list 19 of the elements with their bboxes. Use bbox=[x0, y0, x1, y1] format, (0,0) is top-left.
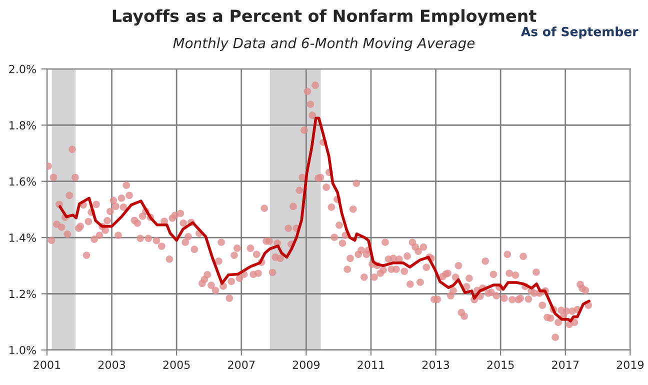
chart-subtitle: Monthly Data and 6-Month Moving Average bbox=[173, 38, 475, 51]
x-tick-label: 2005 bbox=[163, 360, 190, 369]
text: As of September bbox=[521, 26, 638, 39]
x-tick-label: 2011 bbox=[358, 360, 384, 369]
y-tick-label: 1.0% bbox=[10, 346, 36, 354]
x-tick-label: 2007 bbox=[228, 360, 255, 369]
y-tick-label: 1.8% bbox=[10, 121, 36, 130]
x-tick-label: 2019 bbox=[616, 360, 644, 369]
chart-title: Layoffs as a Percent of Nonfarm Employment bbox=[112, 9, 536, 26]
x-tick-label: 2003 bbox=[98, 360, 126, 369]
y-tick-label: 1.6% bbox=[10, 177, 36, 186]
y-tick-label: 2.0% bbox=[9, 64, 36, 74]
x-tick-label: 2009 bbox=[292, 360, 320, 369]
y-tick-label: 1.4% bbox=[10, 234, 36, 242]
x-tick-label: 2015 bbox=[487, 360, 514, 369]
x-tick-label: 2017 bbox=[552, 360, 579, 369]
x-tick-label: 2013 bbox=[422, 360, 450, 369]
x-tick-label: 2001 bbox=[34, 360, 60, 369]
y-tick-label: 1.2% bbox=[10, 290, 36, 298]
